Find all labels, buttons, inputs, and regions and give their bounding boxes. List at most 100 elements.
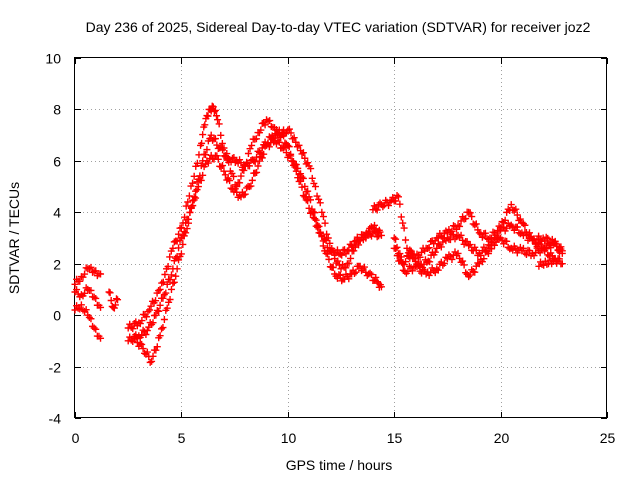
x-tick-label: 5 xyxy=(178,430,186,446)
x-tick-label: 20 xyxy=(494,430,510,446)
data-point xyxy=(462,215,470,223)
data-point xyxy=(489,239,497,247)
data-point xyxy=(348,242,356,250)
data-point xyxy=(459,257,467,265)
data-point xyxy=(252,135,260,143)
data-point xyxy=(304,159,312,167)
grid-layer xyxy=(75,58,607,418)
data-point xyxy=(149,352,157,360)
data-point xyxy=(221,171,229,179)
data-point xyxy=(398,258,406,266)
data-point xyxy=(81,289,89,297)
data-point xyxy=(376,228,384,236)
data-point xyxy=(314,223,322,231)
data-point xyxy=(457,231,465,239)
y-tick-label: 4 xyxy=(53,205,61,221)
data-point xyxy=(433,244,441,252)
y-tick-label: 10 xyxy=(45,51,61,67)
y-tick-label: 6 xyxy=(53,154,61,170)
data-point xyxy=(336,271,344,279)
data-point xyxy=(230,172,238,180)
data-point xyxy=(437,243,445,251)
data-point xyxy=(159,294,167,302)
y-tick-label: 8 xyxy=(53,102,61,118)
data-point xyxy=(395,257,403,265)
data-point xyxy=(393,191,401,199)
data-point xyxy=(293,143,301,151)
data-point xyxy=(166,253,174,261)
data-point xyxy=(448,255,456,263)
data-point xyxy=(167,285,175,293)
data-point xyxy=(193,186,201,194)
data-point xyxy=(413,263,421,271)
data-point xyxy=(201,121,209,129)
data-point xyxy=(84,285,92,293)
data-point xyxy=(392,245,400,253)
data-point xyxy=(465,242,473,250)
data-point xyxy=(408,267,416,275)
data-point xyxy=(163,304,171,312)
data-point xyxy=(294,174,302,182)
data-point xyxy=(471,221,479,229)
series-main-rise-a xyxy=(124,102,383,333)
data-point xyxy=(466,241,474,249)
series-main-rise-c xyxy=(131,126,385,366)
x-tick-label: 10 xyxy=(281,430,297,446)
data-point xyxy=(474,259,482,267)
data-point xyxy=(263,116,271,124)
data-point xyxy=(142,331,150,339)
data-point xyxy=(76,305,84,313)
data-point xyxy=(107,297,115,305)
x-tick-label: 15 xyxy=(387,430,403,446)
data-point xyxy=(105,288,113,296)
data-point xyxy=(231,185,239,193)
data-point xyxy=(215,120,223,128)
data-point xyxy=(244,149,252,157)
data-point xyxy=(175,230,183,238)
data-point xyxy=(164,263,172,271)
data-point xyxy=(536,240,544,248)
data-point xyxy=(177,250,185,258)
data-point xyxy=(487,245,495,253)
data-point xyxy=(289,135,297,143)
data-point xyxy=(557,245,565,253)
data-point xyxy=(371,221,379,229)
data-point xyxy=(309,213,317,221)
data-point xyxy=(415,262,423,270)
data-point xyxy=(304,187,312,195)
data-point xyxy=(466,271,474,279)
data-point xyxy=(459,236,467,244)
data-point xyxy=(179,240,187,248)
data-point xyxy=(248,141,256,149)
data-point xyxy=(434,240,442,248)
data-point xyxy=(217,131,225,139)
data-point xyxy=(255,148,263,156)
series-main-rise-b xyxy=(124,135,385,346)
data-point xyxy=(521,221,529,229)
y-tick-label: -2 xyxy=(49,360,62,376)
data-point xyxy=(425,271,433,279)
data-point xyxy=(310,179,318,187)
data-point xyxy=(207,131,215,139)
data-point xyxy=(77,301,85,309)
data-point xyxy=(198,139,206,147)
data-point xyxy=(106,289,114,297)
data-point xyxy=(187,203,195,211)
data-point xyxy=(152,346,160,354)
data-point xyxy=(347,254,355,262)
data-point xyxy=(406,246,414,254)
data-point xyxy=(92,325,100,333)
data-point xyxy=(147,302,155,310)
data-point xyxy=(280,132,288,140)
data-point xyxy=(367,223,375,231)
data-point xyxy=(512,205,520,213)
data-point xyxy=(194,175,202,183)
data-point xyxy=(307,165,315,173)
data-point xyxy=(504,205,512,213)
data-point xyxy=(185,192,193,200)
data-point xyxy=(245,162,253,170)
data-point xyxy=(440,259,448,267)
data-point xyxy=(192,187,200,195)
data-point xyxy=(146,358,154,366)
data-point xyxy=(400,224,408,232)
